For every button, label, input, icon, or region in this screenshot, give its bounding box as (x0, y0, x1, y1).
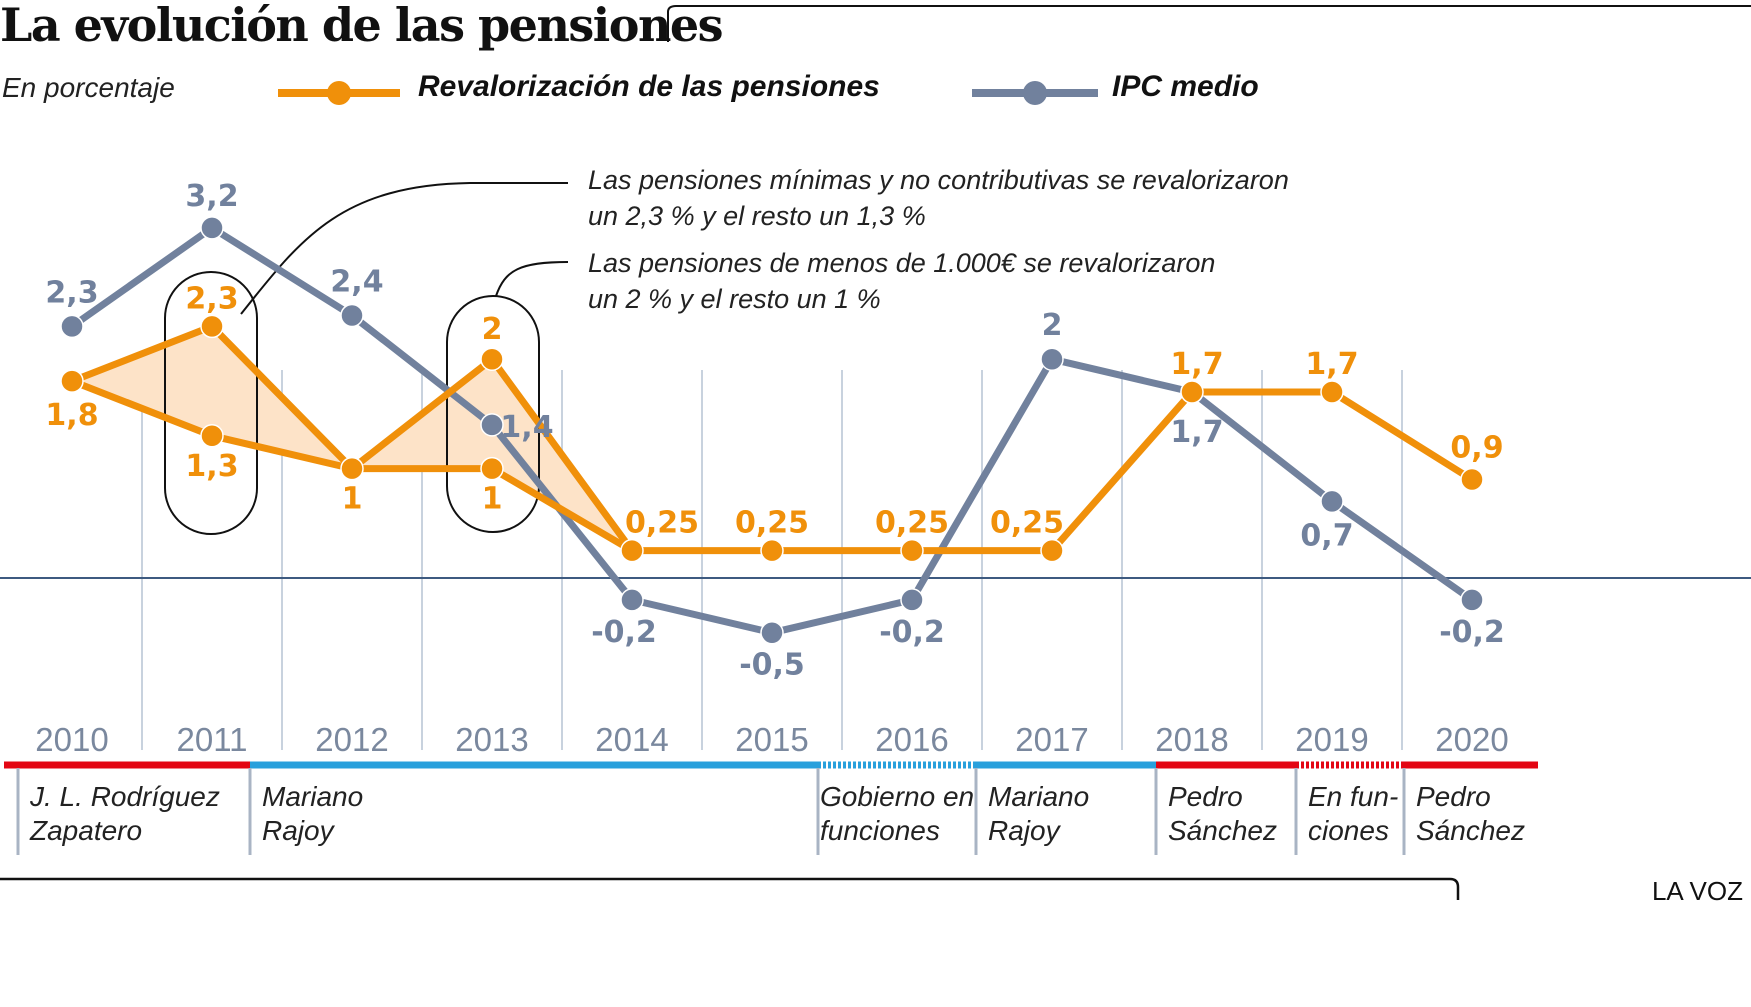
pensions-marker (60, 369, 84, 393)
ipc-data-label: 2 (1042, 308, 1063, 343)
pensions-marker (760, 538, 784, 563)
source-label: LA VOZ (1651, 876, 1743, 906)
pensions-lower-data-label: 1,3 (185, 449, 238, 484)
government-label: Gobierno en (820, 781, 974, 812)
ipc-data-label: 1,4 (500, 410, 553, 445)
pensions-marker (900, 538, 924, 563)
ipc-marker (1460, 588, 1484, 612)
pensions-data-label: 1,8 (45, 398, 98, 433)
government-label: Mariano (262, 781, 363, 812)
data-labels: 2,3 3,2 2,4 1,4 -0,2 -0,5 -0,2 2 1,7 0,7 -0,2 1,8 2,… (45, 179, 1504, 683)
government-label: Mariano (988, 781, 1089, 812)
series-pensions (60, 314, 1484, 563)
ipc-marker (1320, 489, 1344, 514)
pensions-data-label: 0,25 (990, 506, 1064, 541)
annotation-text: un 2,3 % y el resto un 1,3 % (588, 201, 926, 231)
pensions-marker (1460, 467, 1484, 492)
pensions-data-label: 1 (342, 482, 363, 517)
legend (278, 5, 1751, 105)
x-tick-label: 2014 (595, 721, 668, 758)
ipc-marker (340, 303, 364, 328)
pensions-marker (620, 538, 644, 563)
callout-capsule-2013 (446, 295, 540, 533)
ipc-data-label: 1,7 (1170, 415, 1223, 450)
government-label: Rajoy (988, 815, 1062, 846)
pensions-marker (1320, 380, 1344, 404)
ipc-data-label: 3,2 (185, 179, 238, 214)
ipc-data-label: -0,2 (879, 615, 945, 650)
government-label: Zapatero (29, 815, 142, 846)
pensions-lower-marker (200, 424, 224, 448)
government-label: ciones (1308, 815, 1389, 846)
pensions-data-label: 2,3 (185, 281, 238, 316)
callout-capsule-2011 (164, 271, 258, 535)
ipc-data-label: 2,3 (45, 275, 98, 310)
legend-label-pensions: Revalorización de las pensiones (418, 70, 880, 103)
x-tick-label: 2017 (1015, 721, 1088, 758)
pensions-data-label: 0,9 (1450, 431, 1503, 466)
x-tick-label: 2012 (315, 721, 388, 758)
ipc-marker (900, 588, 924, 612)
difference-fill (72, 326, 632, 551)
government-label: En fun- (1308, 781, 1398, 812)
chart-subtitle: En porcentaje (2, 72, 175, 103)
ipc-data-label: -0,2 (591, 615, 657, 650)
x-tick-label: 2018 (1155, 721, 1228, 758)
x-axis: 2010 2011 2012 2013 2014 2015 2016 2017 2018 2019… (35, 721, 1508, 758)
legend-ipc-marker (1023, 81, 1047, 105)
pensions-marker (480, 347, 504, 371)
ipc-marker (60, 314, 84, 339)
pensions-marker (1180, 380, 1204, 404)
ipc-data-label: -0,5 (739, 648, 805, 683)
government-label: Pedro (1416, 781, 1491, 812)
government-label: Sánchez (1168, 815, 1277, 846)
legend-label-ipc: IPC medio (1112, 70, 1259, 103)
pensions-data-label: 1,7 (1305, 347, 1358, 382)
ipc-data-label: 0,7 (1300, 518, 1353, 553)
pensions-lower-marker (480, 456, 504, 481)
government-label: funciones (820, 815, 940, 846)
x-tick-label: 2011 (177, 721, 248, 758)
pensions-marker (200, 314, 224, 339)
x-tick-label: 2013 (455, 721, 528, 758)
ipc-marker (200, 216, 224, 240)
callout-leader-2013 (495, 261, 569, 297)
government-label: Rajoy (262, 815, 336, 846)
ipc-marker (1040, 347, 1064, 371)
callout-leader-2011 (240, 182, 568, 315)
footer-rule (0, 877, 1460, 900)
pensions-data-label: 1,7 (1170, 347, 1223, 382)
pensions-data-label: 0,25 (875, 506, 949, 541)
title-rule (667, 5, 1751, 42)
chart-title: La evolución de las pensiones (0, 0, 724, 52)
ipc-data-label: -0,2 (1439, 615, 1505, 650)
x-tick-label: 2015 (735, 721, 808, 758)
pensions-marker (1040, 538, 1064, 563)
ipc-marker (480, 413, 504, 437)
government-label: J. L. Rodríguez (29, 781, 220, 812)
x-tick-label: 2016 (875, 721, 948, 758)
ipc-marker (760, 620, 784, 645)
government-label: Pedro (1168, 781, 1243, 812)
pensions-data-label: 2 (482, 312, 503, 347)
callouts: Las pensiones mínimas y no contributivas… (164, 165, 1289, 535)
pensions-lower-data-label: 1 (482, 482, 503, 517)
x-tick-label: 2010 (35, 721, 108, 758)
gridlines (141, 370, 1403, 750)
ipc-marker (620, 588, 644, 612)
legend-pensions-marker (327, 81, 351, 105)
annotation-text: Las pensiones mínimas y no contributivas… (588, 165, 1289, 195)
annotation-text: Las pensiones de menos de 1.000€ se reva… (588, 248, 1215, 278)
pensions-data-label: 0,25 (625, 506, 699, 541)
pensions-range-fill (72, 326, 632, 551)
x-tick-label: 2019 (1295, 721, 1368, 758)
pensions-data-label: 0,25 (735, 506, 809, 541)
ipc-data-label: 2,4 (330, 264, 383, 299)
pensions-marker (340, 456, 364, 481)
x-tick-label: 2020 (1435, 721, 1508, 758)
government-timeline: J. L. RodríguezZapateroMarianoRajoyGobie… (4, 761, 1538, 855)
government-label: Sánchez (1416, 815, 1525, 846)
annotation-text: un 2 % y el resto un 1 % (588, 284, 881, 314)
